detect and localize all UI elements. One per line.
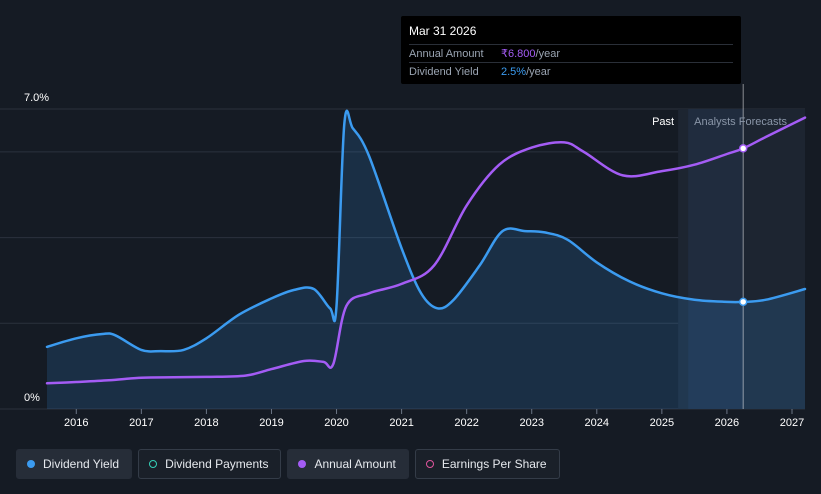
x-tick-label: 2016 [64,417,88,429]
x-axis: 2016 2017 2018 2019 2020 2021 2022 2023 2024 2025… [64,409,804,429]
legend-earnings-per-share[interactable]: Earnings Per Share [414,449,560,479]
earnings-per-share-ring-icon [425,460,434,468]
x-tick-label: 2022 [454,417,478,429]
y-axis: 7.0% 0% [24,92,49,404]
gridlines [0,108,805,410]
tooltip-yield-unit: /year [526,65,551,78]
legend-annual-amount[interactable]: Annual Amount [287,449,409,479]
tooltip-yield-value: 2.5% [501,65,527,78]
tooltip-row-amount: Annual Amount ₹6.800 /year [409,44,733,62]
legend: Dividend Yield Dividend Payments Annual … [16,449,560,479]
tooltip-date: Mar 31 2026 [409,24,477,38]
tooltip-row-yield: Dividend Yield 2.5% /year [409,62,733,80]
series-layer [45,109,807,409]
x-tick-label: 2024 [585,417,609,429]
legend-dividend-payments[interactable]: Dividend Payments [138,449,282,479]
x-tick-label: 2019 [259,417,283,429]
forecast-label: Analysts Forecasts [694,116,787,128]
series-line-annual-amount [45,116,807,385]
x-tick-label: 2021 [389,417,413,429]
y-tick-label: 0% [24,392,40,404]
legend-dividend-yield[interactable]: Dividend Yield [16,449,133,479]
legend-annual-amount-label: Annual Amount [314,457,396,471]
marker-layer [738,144,748,307]
legend-earnings-per-share-label: Earnings Per Share [441,457,547,471]
tooltip-amount-label: Annual Amount [409,47,484,60]
marker-annual-amount [738,144,748,153]
marker-dividend-yield [738,297,748,307]
x-tick-label: 2018 [194,417,218,429]
tooltip-amount-unit: /year [535,47,560,60]
tooltip-amount-value: ₹6.800 [501,48,536,60]
dividend-yield-dot-icon [27,460,35,468]
x-tick-label: 2023 [519,417,543,429]
legend-dividend-yield-label: Dividend Yield [43,457,120,471]
x-tick-label: 2027 [780,417,804,429]
x-tick-label: 2017 [129,417,153,429]
x-tick-label: 2020 [324,417,348,429]
annual-amount-dot-icon [298,460,307,468]
dividend-payments-ring-icon [149,460,158,468]
tooltip-yield-label: Dividend Yield [409,65,479,78]
series-line-dividend-yield [45,109,807,353]
past-label: Past [652,116,674,128]
series-area-0 [47,110,805,409]
legend-dividend-payments-label: Dividend Payments [165,457,269,471]
x-tick-label: 2025 [650,417,674,429]
y-tick-label: 7.0% [24,92,49,104]
x-tick-label: 2026 [715,417,739,429]
tooltip: Mar 31 2026 Annual Amount ₹6.800 /year D… [401,16,741,84]
